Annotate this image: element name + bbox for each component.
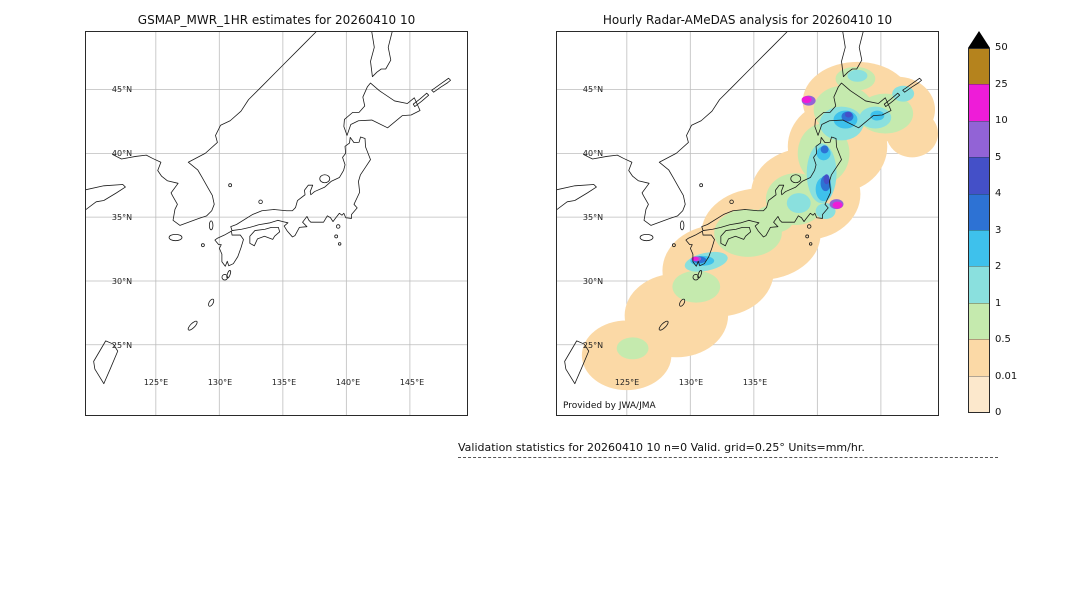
xtick-140e: 140°E: [335, 378, 361, 387]
precip-cell: [691, 256, 699, 261]
right-panel-title: Hourly Radar-AMeDAS analysis for 2026041…: [602, 13, 893, 27]
ytick-40n: 40°N: [111, 149, 133, 158]
data-provider-credit: Provided by JWA/JMA: [563, 401, 656, 411]
precip-cell: [844, 111, 852, 118]
colorbar-tick-50: 50: [995, 42, 1008, 53]
colorbar-tick-3: 3: [995, 225, 1002, 236]
validation-statistics-caption: Validation statistics for 20260410 10 n=…: [458, 441, 865, 454]
ytick-45n: 45°N: [582, 85, 604, 94]
precip-cell: [823, 174, 830, 185]
colorbar-segment-0-0.01: [969, 375, 989, 413]
colorbar-tick-25: 25: [995, 79, 1008, 90]
gsmap-map-panel: 45°N 40°N 35°N 30°N 25°N 125°E 130°E 135…: [85, 31, 468, 416]
ytick-35n: 35°N: [582, 213, 604, 222]
radar-map-svg: [557, 32, 938, 415]
colorbar-segment-10-25: [969, 84, 989, 121]
ytick-25n: 25°N: [111, 341, 133, 350]
colorbar-tick-10: 10: [995, 115, 1008, 126]
colorbar-segment-2-3: [969, 230, 989, 267]
colorbar-overflow-triangle-icon: [968, 31, 990, 48]
xtick-145e: 145°E: [399, 378, 425, 387]
precip-cell: [801, 96, 812, 104]
colorbar-tick-0: 0: [995, 407, 1002, 418]
colorbar-segment-1-2: [969, 266, 989, 303]
colorbar-segment-0.5-1: [969, 302, 989, 340]
colorbar-tick-2: 2: [995, 261, 1002, 272]
gridlines-layer: [86, 32, 467, 415]
colorbar-segment-25-50: [969, 49, 989, 85]
ytick-30n: 30°N: [582, 277, 604, 286]
coastline-layer: [86, 32, 451, 385]
ytick-40n: 40°N: [582, 149, 604, 158]
precip-cell: [672, 270, 721, 303]
precipitation-layer: [581, 61, 938, 391]
colorbar-segment-4-5: [969, 157, 989, 194]
colorbar-segment-0.01-0.5: [969, 339, 989, 376]
precip-cell: [832, 201, 843, 209]
precip-cell: [786, 193, 811, 214]
precip-cell: [847, 69, 868, 82]
ytick-45n: 45°N: [111, 85, 133, 94]
colorbar-segment-5-10: [969, 120, 989, 158]
ytick-35n: 35°N: [111, 213, 133, 222]
colorbar-segment-3-4: [969, 193, 989, 231]
colorbar-tick-1: 1: [995, 298, 1002, 309]
xtick-135e: 135°E: [742, 378, 768, 387]
xtick-125e: 125°E: [614, 378, 640, 387]
xtick-135e: 135°E: [271, 378, 297, 387]
colorbar-tick-5: 5: [995, 152, 1002, 163]
precip-cell: [616, 337, 649, 360]
left-panel-title: GSMAP_MWR_1HR estimates for 20260410 10: [137, 13, 416, 27]
colorbar-tick-0.01: 0.01: [995, 371, 1018, 382]
gsmap-map-svg: [86, 32, 467, 415]
ytick-25n: 25°N: [582, 341, 604, 350]
radar-amedas-map-panel: 45°N 40°N 35°N 30°N 25°N 125°E 130°E 135…: [556, 31, 939, 416]
precip-level-10-25: [691, 96, 843, 261]
xtick-130e: 130°E: [678, 378, 704, 387]
xtick-130e: 130°E: [207, 378, 233, 387]
colorbar-tick-0.5: 0.5: [995, 334, 1011, 345]
precip-cell: [820, 145, 829, 154]
colorbar-tick-4: 4: [995, 188, 1002, 199]
colorbar: [968, 48, 990, 413]
xtick-125e: 125°E: [143, 378, 169, 387]
caption-underline: [458, 457, 998, 458]
ytick-30n: 30°N: [111, 277, 133, 286]
